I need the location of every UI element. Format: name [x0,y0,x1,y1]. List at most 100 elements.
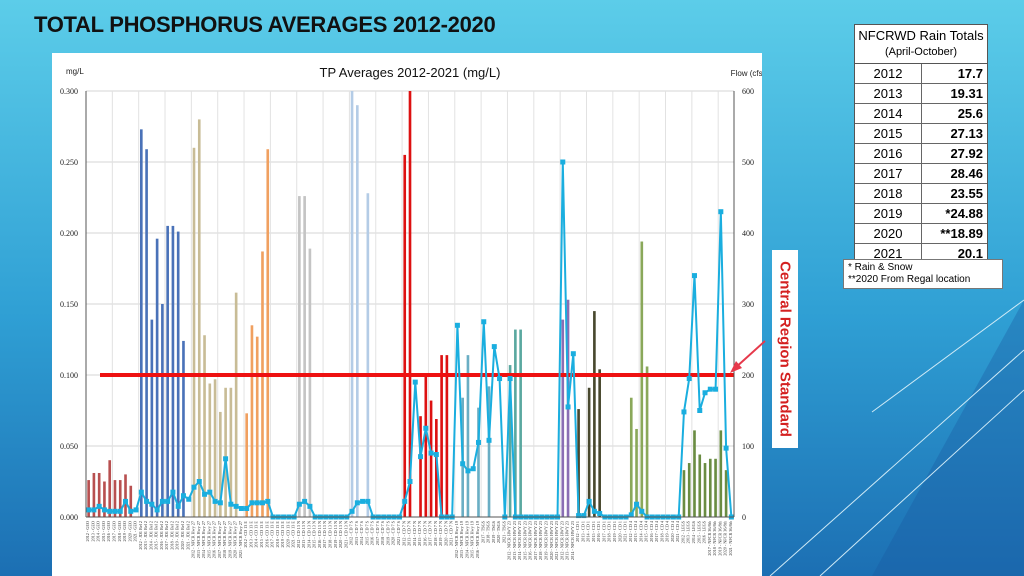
flow-point [117,508,123,514]
flow-point [349,508,355,514]
flow-point [686,376,692,382]
bar [213,379,217,517]
flow-point [465,468,471,474]
category-label: 2020 - CD 1 [617,521,622,542]
flow-point [307,503,313,509]
flow-point [186,496,192,502]
bar [424,375,428,517]
chart-title: TP Averages 2012-2021 (mg/L) [320,65,501,80]
rain-row: 2021 20.1 [855,243,987,263]
rain-year: 2020 [855,224,922,243]
rain-table-subtitle: (April-October) [884,46,958,58]
bar [229,387,233,517]
bar [298,196,301,517]
flow-point [365,498,371,504]
bar [192,147,196,518]
category-label: 2021 - CD 7 S [396,520,401,545]
bar [445,355,449,517]
rain-value: 25.6 [957,106,983,121]
flow-point [107,508,113,514]
category-label: 2018 - GEO [117,521,122,541]
flow-point [360,498,366,504]
y2-tick-label: 600 [742,87,754,96]
bar [161,304,164,517]
flow-point [565,404,571,410]
category-label: 2013 - NFCR HWY 23 [565,521,570,560]
flow-point [634,501,640,507]
category-label: 2017 - GEO [112,521,117,541]
y2-tick-label: 300 [742,300,754,309]
category-label: 2015 - CD 13 N [312,521,317,548]
category-label: 2019 - CD 7 S [385,520,390,545]
category-label: 2014 - CD 13 N [306,521,311,548]
bar [693,430,696,517]
category-label: 2014 - CD 7 S [359,520,364,545]
bar [182,340,185,517]
category-label: 2013 - JD1 Bel 2 [143,521,148,550]
flow-point [154,507,160,513]
rain-note-2: **2020 From Regal location [848,274,971,285]
flow-point [207,489,213,495]
bar [92,472,96,517]
flow-point [423,425,429,431]
category-label: 2020 - NFCR Hwy 27 [233,521,238,558]
flow-point [249,500,255,506]
category-label: 2015 - CD 13 E [259,521,264,548]
rain-year: 2018 [855,184,922,203]
rain-value: 19.31 [950,86,983,101]
category-label: 2012 - CD 4 [628,520,633,542]
rain-year: 2012 [855,64,922,83]
bar [508,365,512,517]
rain-row: 2012 17.7 [855,64,987,83]
flow-point [723,445,729,451]
category-label: 2014 - CD 1 [586,521,591,542]
bar [97,472,101,517]
bar [108,460,112,517]
bar [593,311,596,517]
corner-shade [872,300,1024,576]
flow-point [302,498,308,504]
rain-table-header: NFCRWD Rain Totals (April-October) [855,25,987,64]
flow-point [265,498,271,504]
category-label: 2017 - CD 7 N [428,521,433,546]
bar [145,149,148,517]
flow-point [175,503,181,509]
rain-value: 23.55 [950,186,983,201]
flow-point [697,408,703,413]
flow-point [212,498,218,504]
bar [587,387,591,517]
category-label: 2018 - NFCR Hwy 27 [222,521,227,558]
rain-value: **18.89 [940,226,983,241]
category-label: 2012 - CD 7 S [349,520,354,545]
flow-point [412,379,418,385]
category-label: 2020 - CD 13 E [285,521,290,548]
flow-point [454,322,460,328]
y2-tick-label: 0 [742,513,746,522]
y2-axis-title: Flow (cfs) [731,69,762,78]
category-label: 2012 - NFCR HWY 23 [559,521,564,560]
category-label: 2018 - NFCR HWY 23 [538,521,543,560]
rain-row: 2013 19.31 [855,83,987,103]
flow-point [217,500,223,506]
rain-row: 2019 *24.88 [855,203,987,223]
bar [403,154,407,517]
bar [466,355,470,517]
flow-point [296,501,302,507]
category-label: 2019 - GEO [122,521,127,541]
bar [224,387,227,517]
bar [682,470,686,517]
flow-point [123,498,129,504]
bar [366,193,370,518]
flow-point [202,491,208,497]
category-label: 2013 - CD 1 [580,521,585,542]
bar [103,481,106,517]
category-label: 2021 - CD 13 N [343,521,348,548]
category-label: 2014 - NFCR Hwy 19 [464,521,469,558]
flow-point [418,454,424,460]
bar [255,336,259,517]
flow-point [560,159,566,165]
flow-point [702,390,708,396]
bar [477,407,480,517]
category-label: 2018 - CD 4 [659,520,664,542]
flow-point [586,498,592,504]
